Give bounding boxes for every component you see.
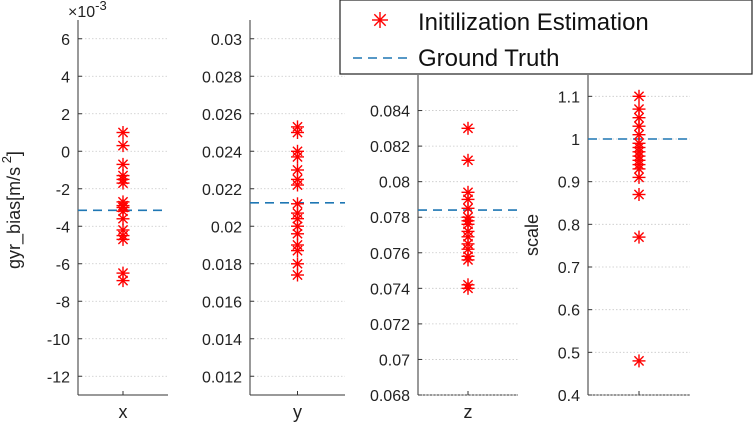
legend: Initilization Estimation Ground Truth xyxy=(339,0,753,75)
estimate-point xyxy=(291,244,304,258)
estimate-point xyxy=(632,170,646,184)
y-axis-label-text: gyr_bias[m/s xyxy=(4,167,25,269)
y-axis-label-sup: 2 xyxy=(0,156,14,167)
y-tick-label: 0.018 xyxy=(202,257,242,274)
y-axis-label: scale xyxy=(522,214,542,256)
y-tick-label: 0.082 xyxy=(370,139,410,156)
legend-label-ground-truth: Ground Truth xyxy=(418,45,559,72)
y-tick-label: 0.5 xyxy=(558,345,580,362)
legend-label-estimate: Initilization Estimation xyxy=(418,9,649,36)
y-tick-label: -2 xyxy=(56,182,70,199)
x-axis-label: x xyxy=(119,402,128,422)
y-tick-label: 0 xyxy=(61,144,70,161)
y-tick-label: 2 xyxy=(61,107,70,124)
estimate-point xyxy=(116,126,130,139)
panels-group: 6 4 2 0 -2 -4 -6 -8 -10 -12 x gyr_bias[m/s 2] ×10-3 0… xyxy=(0,0,690,422)
legend-asterisk xyxy=(372,12,388,28)
y-axis-label: gyr_bias[m/s 2] xyxy=(0,151,25,269)
y-tick-label: 0.074 xyxy=(370,281,410,298)
y-tick-label: -8 xyxy=(56,294,70,311)
estimate-point xyxy=(116,139,130,153)
y-tick-label: 0.08 xyxy=(379,175,410,192)
estimate-point xyxy=(461,253,475,267)
y-tick-label: 0.024 xyxy=(202,144,242,161)
y-tick-label: 0.076 xyxy=(370,246,410,263)
estimate-point xyxy=(116,212,130,226)
y-tick-label: 0.072 xyxy=(370,317,410,334)
estimate-point xyxy=(632,162,646,176)
y-tick-label: 0.9 xyxy=(558,175,580,192)
y-tick-label: 0.028 xyxy=(202,69,242,86)
y-tick-label: 0.6 xyxy=(558,303,580,320)
estimate-point xyxy=(291,268,304,282)
estimate-point xyxy=(632,89,646,103)
estimate-point xyxy=(116,232,130,246)
estimate-point xyxy=(632,188,646,201)
y-tick-label: -12 xyxy=(47,369,70,386)
estimate-point xyxy=(291,126,304,139)
estimate-point xyxy=(632,128,646,142)
y-tick-label: 4 xyxy=(61,69,70,86)
y-tick-label: 0.078 xyxy=(370,210,410,227)
y-tick-label: 0.8 xyxy=(558,217,580,234)
estimate-point xyxy=(116,274,130,288)
y-tick-label: 0.012 xyxy=(202,369,242,386)
y-tick-label: -10 xyxy=(47,332,70,349)
estimate-point xyxy=(461,121,475,135)
y-tick-label: 0.07 xyxy=(379,352,410,369)
legend-marker-estimate xyxy=(372,12,388,28)
estimate-point xyxy=(291,178,304,192)
estimate-point xyxy=(461,153,475,167)
legend-box xyxy=(339,0,753,75)
y-tick-label: 0.026 xyxy=(202,107,242,124)
estimate-point xyxy=(291,257,304,271)
estimate-point xyxy=(291,150,304,164)
y-tick-label: 0.068 xyxy=(370,388,410,405)
y-tick-label: 0.7 xyxy=(558,260,580,277)
estimate-point xyxy=(632,230,646,244)
estimate-point xyxy=(116,176,130,190)
estimate-point xyxy=(291,227,304,241)
estimate-point xyxy=(116,157,130,171)
y-tick-label: 0.084 xyxy=(370,104,410,121)
y-axis-label-close: ] xyxy=(4,151,24,156)
y-tick-label: 0.02 xyxy=(211,219,242,236)
y-tick-label: -6 xyxy=(56,257,70,274)
y-exponent-label: ×10-3 xyxy=(68,0,107,21)
y-axis-label-text: scale xyxy=(522,214,542,256)
y-tick-label: 1.1 xyxy=(558,89,580,106)
estimate-point xyxy=(632,354,646,368)
y-tick-label: 0.014 xyxy=(202,332,242,349)
estimate-point xyxy=(461,281,475,295)
x-axis-label: y xyxy=(293,402,302,422)
y-tick-label: -4 xyxy=(56,219,70,236)
panel-2: 0.03 0.028 0.026 0.024 0.022 0.02 0.018 0.016 0.… xyxy=(202,20,345,422)
y-tick-label: 0.016 xyxy=(202,294,242,311)
y-tick-label: 6 xyxy=(61,32,70,49)
y-tick-label: 1 xyxy=(571,132,580,149)
panel-1: 6 4 2 0 -2 -4 -6 -8 -10 -12 x gyr_bias[m/s 2] ×10-3 xyxy=(0,0,168,422)
y-tick-label: 0.4 xyxy=(558,388,580,405)
panel-4: 1.1 1 0.9 0.8 0.7 0.6 0.5 0.4 scale xyxy=(522,75,690,405)
y-tick-label: 0.03 xyxy=(211,32,242,49)
y-tick-label: 0.022 xyxy=(202,182,242,199)
panel-3: 0.084 0.082 0.08 0.078 0.076 0.074 0.072 0.07 0.… xyxy=(370,75,518,422)
x-axis-label: z xyxy=(464,402,473,422)
